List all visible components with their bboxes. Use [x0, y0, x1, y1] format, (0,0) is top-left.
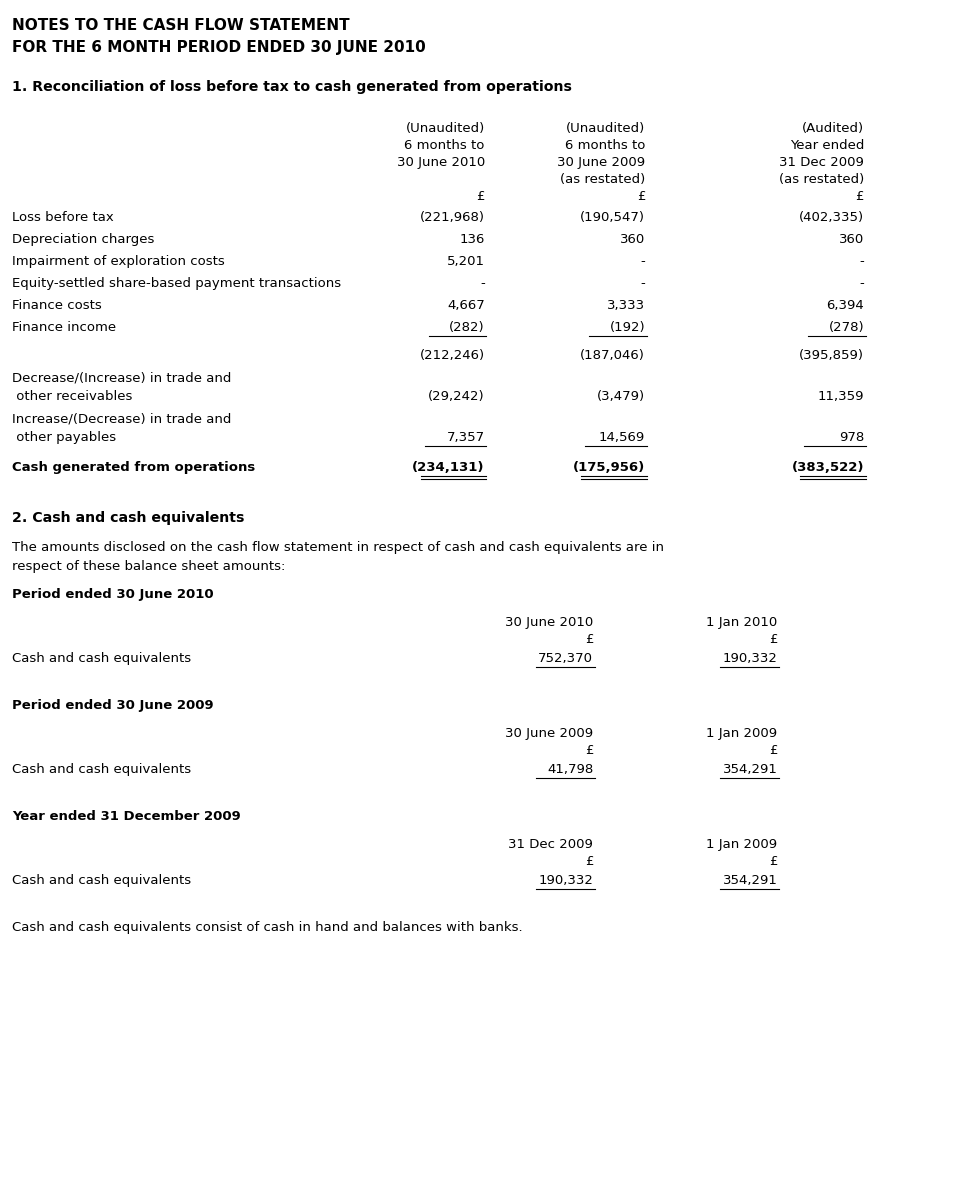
Text: 1 Jan 2010: 1 Jan 2010 — [707, 616, 778, 629]
Text: Decrease/(Increase) in trade and: Decrease/(Increase) in trade and — [12, 371, 232, 384]
Text: 3,333: 3,333 — [607, 300, 645, 312]
Text: 11,359: 11,359 — [818, 390, 864, 403]
Text: (3,479): (3,479) — [597, 390, 645, 403]
Text: (Unaudited): (Unaudited) — [405, 122, 485, 135]
Text: 354,291: 354,291 — [723, 875, 778, 887]
Text: (190,547): (190,547) — [580, 211, 645, 224]
Text: 30 June 2009: 30 June 2009 — [557, 156, 645, 168]
Text: Cash generated from operations: Cash generated from operations — [12, 461, 255, 474]
Text: -: - — [859, 255, 864, 268]
Text: (282): (282) — [449, 321, 485, 334]
Text: Finance costs: Finance costs — [12, 300, 102, 312]
Text: 1. Reconciliation of loss before tax to cash generated from operations: 1. Reconciliation of loss before tax to … — [12, 81, 572, 94]
Text: £: £ — [585, 743, 593, 757]
Text: 6,394: 6,394 — [827, 300, 864, 312]
Text: Increase/(Decrease) in trade and: Increase/(Decrease) in trade and — [12, 411, 232, 425]
Text: Depreciation charges: Depreciation charges — [12, 233, 155, 245]
Text: (395,859): (395,859) — [799, 349, 864, 362]
Text: 2. Cash and cash equivalents: 2. Cash and cash equivalents — [12, 511, 245, 525]
Text: Period ended 30 June 2009: Period ended 30 June 2009 — [12, 699, 214, 712]
Text: Period ended 30 June 2010: Period ended 30 June 2010 — [12, 588, 214, 602]
Text: 136: 136 — [460, 233, 485, 245]
Text: 190,332: 190,332 — [539, 875, 593, 887]
Text: -: - — [480, 277, 485, 290]
Text: £: £ — [476, 190, 485, 203]
Text: £: £ — [585, 633, 593, 646]
Text: -: - — [640, 255, 645, 268]
Text: respect of these balance sheet amounts:: respect of these balance sheet amounts: — [12, 561, 286, 573]
Text: 1 Jan 2009: 1 Jan 2009 — [707, 727, 778, 740]
Text: £: £ — [585, 855, 593, 869]
Text: (Audited): (Audited) — [802, 122, 864, 135]
Text: £: £ — [769, 743, 778, 757]
Text: Cash and cash equivalents: Cash and cash equivalents — [12, 763, 192, 776]
Text: (187,046): (187,046) — [580, 349, 645, 362]
Text: Equity-settled share-based payment transactions: Equity-settled share-based payment trans… — [12, 277, 342, 290]
Text: Cash and cash equivalents consist of cash in hand and balances with banks.: Cash and cash equivalents consist of cas… — [12, 921, 523, 934]
Text: £: £ — [769, 855, 778, 869]
Text: 30 June 2009: 30 June 2009 — [505, 727, 593, 740]
Text: Year ended 31 December 2009: Year ended 31 December 2009 — [12, 810, 241, 823]
Text: 190,332: 190,332 — [723, 652, 778, 665]
Text: Cash and cash equivalents: Cash and cash equivalents — [12, 652, 192, 665]
Text: 5,201: 5,201 — [446, 255, 485, 268]
Text: 6 months to: 6 months to — [564, 140, 645, 152]
Text: 30 June 2010: 30 June 2010 — [396, 156, 485, 168]
Text: 978: 978 — [839, 431, 864, 444]
Text: -: - — [859, 277, 864, 290]
Text: 4,667: 4,667 — [447, 300, 485, 312]
Text: (as restated): (as restated) — [560, 173, 645, 186]
Text: Impairment of exploration costs: Impairment of exploration costs — [12, 255, 226, 268]
Text: (Unaudited): (Unaudited) — [565, 122, 645, 135]
Text: 14,569: 14,569 — [599, 431, 645, 444]
Text: (175,956): (175,956) — [573, 461, 645, 474]
Text: (221,968): (221,968) — [420, 211, 485, 224]
Text: 30 June 2010: 30 June 2010 — [505, 616, 593, 629]
Text: 1 Jan 2009: 1 Jan 2009 — [707, 838, 778, 851]
Text: 360: 360 — [839, 233, 864, 245]
Text: (402,335): (402,335) — [799, 211, 864, 224]
Text: other payables: other payables — [12, 431, 116, 444]
Text: (as restated): (as restated) — [779, 173, 864, 186]
Text: 360: 360 — [620, 233, 645, 245]
Text: 354,291: 354,291 — [723, 763, 778, 776]
Text: £: £ — [636, 190, 645, 203]
Text: NOTES TO THE CASH FLOW STATEMENT: NOTES TO THE CASH FLOW STATEMENT — [12, 18, 350, 32]
Text: 31 Dec 2009: 31 Dec 2009 — [780, 156, 864, 168]
Text: (278): (278) — [828, 321, 864, 334]
Text: (234,131): (234,131) — [412, 461, 485, 474]
Text: Loss before tax: Loss before tax — [12, 211, 114, 224]
Text: (383,522): (383,522) — [791, 461, 864, 474]
Text: 41,798: 41,798 — [547, 763, 593, 776]
Text: (192): (192) — [610, 321, 645, 334]
Text: Cash and cash equivalents: Cash and cash equivalents — [12, 875, 192, 887]
Text: The amounts disclosed on the cash flow statement in respect of cash and cash equ: The amounts disclosed on the cash flow s… — [12, 541, 664, 555]
Text: £: £ — [855, 190, 864, 203]
Text: other receivables: other receivables — [12, 390, 132, 403]
Text: Finance income: Finance income — [12, 321, 116, 334]
Text: £: £ — [769, 633, 778, 646]
Text: -: - — [640, 277, 645, 290]
Text: FOR THE 6 MONTH PERIOD ENDED 30 JUNE 2010: FOR THE 6 MONTH PERIOD ENDED 30 JUNE 201… — [12, 40, 426, 55]
Text: Year ended: Year ended — [790, 140, 864, 152]
Text: 6 months to: 6 months to — [404, 140, 485, 152]
Text: 7,357: 7,357 — [446, 431, 485, 444]
Text: (212,246): (212,246) — [420, 349, 485, 362]
Text: 752,370: 752,370 — [539, 652, 593, 665]
Text: 31 Dec 2009: 31 Dec 2009 — [509, 838, 593, 851]
Text: (29,242): (29,242) — [428, 390, 485, 403]
